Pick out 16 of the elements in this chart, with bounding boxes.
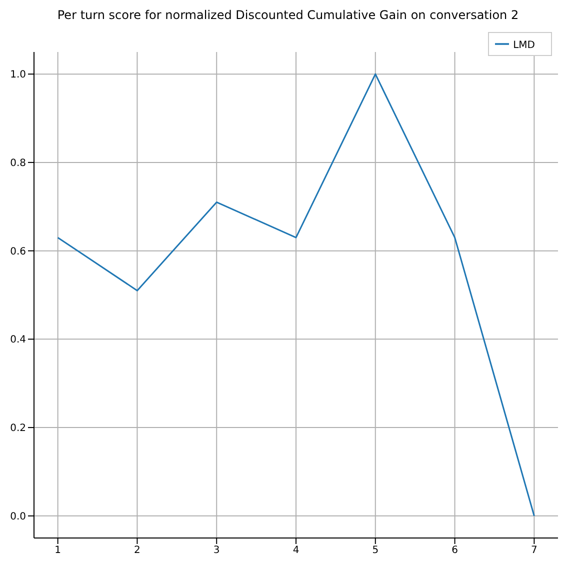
x-tick-label: 3 [213,545,220,556]
y-tick-label: 0.4 [10,334,26,346]
x-tick-label: 7 [530,545,538,556]
x-tick-label: 6 [452,545,458,556]
y-tick-label: 0.2 [10,423,26,434]
chart-title: Per turn score for normalized Discounted Cumulative Gain on conversation 2 [56,8,520,22]
x-tick-label: 2 [134,545,140,556]
y-tick-label: 1.0 [10,70,26,81]
x-tick-label: 5 [372,545,379,556]
y-tick-label: 0.8 [10,158,26,170]
line-series [57,73,535,517]
x-tick-label: 4 [292,545,300,556]
legend-label: LMD [513,40,535,51]
x-tick-label: 1 [54,545,62,556]
y-tick-label: 0.0 [10,511,26,522]
y-tick-label: 0.6 [10,246,26,258]
